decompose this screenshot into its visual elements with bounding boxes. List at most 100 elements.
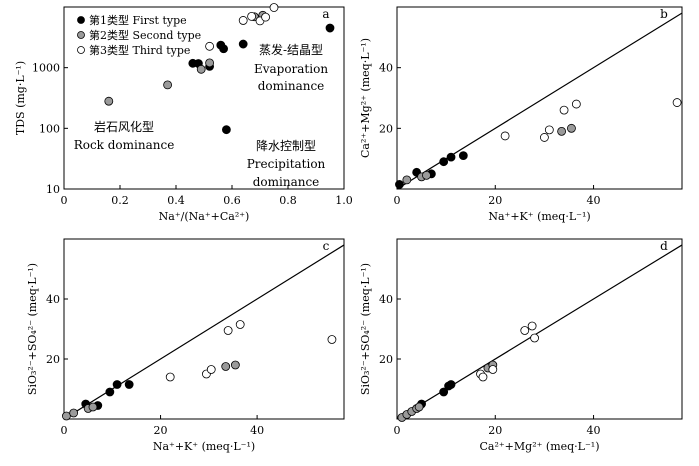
data-point-series-3 [205,41,215,51]
data-point-series-2 [402,175,412,185]
data-point-series-3 [235,320,245,329]
panel-b: b 0 20 40 20 40 Na⁺+K⁺ (meq·L⁻¹) Ca²⁺+Mg²⁺ (meq… [359,6,683,223]
x-axis-label: Na⁺+K⁺ (meq·L⁻¹) [488,210,590,223]
data-point-series-1 [458,151,468,161]
data-point-series-3 [478,372,488,382]
x-tick-label: 0.6 [223,194,241,207]
annotation-precip-cn: 降水控制型 [256,139,316,153]
annotation-evap-en: dominance [258,79,325,93]
x-tick-label: 40 [587,424,601,437]
data-point-series-1 [439,157,449,167]
data-point-series-1 [439,387,449,397]
data-point-series-3 [269,3,279,12]
panel-letter: a [322,7,329,21]
y-tick-label: 20 [379,122,393,135]
annotation-precip-en: Precipitation [247,157,326,171]
data-point-series-3 [672,98,682,107]
data-point-series-2 [163,80,173,90]
panel-letter: c [323,239,330,253]
plot-frame [396,238,683,420]
data-point-series-2 [62,411,71,421]
data-point-series-3 [527,321,537,331]
data-point-series-1 [395,180,404,189]
data-point-series-2 [414,402,424,412]
annotation-rock-cn: 岩石风化型 [94,119,154,134]
data-point-series-2 [88,402,98,412]
x-tick-label: 40 [250,424,264,437]
x-axis-label: Na⁺+K⁺ (meq·L⁻¹) [153,440,255,453]
x-tick-label: 20 [154,424,168,437]
y-tick-label: 40 [46,293,60,306]
y-tick-label: 10 [46,183,60,196]
data-point-series-3 [223,326,233,335]
y-tick-label: 40 [379,62,393,75]
data-point-series-2 [69,408,79,418]
data-point-series-3 [530,333,539,343]
x-axis-label: Ca²⁺+Mg²⁺ (meq·L⁻¹) [479,440,599,453]
x-tick-label: 20 [488,424,502,437]
data-point-series-2 [567,123,576,133]
panel-letter: b [660,7,668,21]
annotation-evap-cn: 蒸发-结晶型 [259,42,323,57]
plot-frame [63,6,345,190]
y-axis-label: SiO₃²⁻+SO₄²⁻ (meq·L⁻¹) [359,263,372,395]
x-tick-label: 0 [394,424,401,437]
data-point-series-1 [112,380,122,389]
data-point-series-2 [104,96,114,106]
legend-marker-2 [77,31,85,39]
y-tick-label: 1000 [32,62,60,75]
plot-frame [396,6,683,190]
y-axis-label: SiO₃²⁻+SO₄²⁻ (meq·L⁻¹) [26,263,39,395]
legend-entry: 第1类型 First type [89,13,187,27]
annotation-evap-en: Evaporation [254,62,328,76]
data-point-series-3 [540,133,549,142]
data-point-series-1 [325,23,335,33]
y-tick-label: 100 [39,122,60,135]
plot-frame [63,238,345,420]
data-point-series-3 [206,365,216,374]
data-point-series-1 [238,39,248,49]
data-point-series-3 [238,16,248,25]
data-point-series-2 [221,362,231,371]
data-point-series-1 [105,387,115,397]
y-tick-label: 40 [379,293,393,306]
data-point-series-2 [196,64,206,74]
data-point-series-3 [571,99,581,109]
x-tick-label: 0 [61,424,68,437]
data-point-series-2 [205,58,215,68]
data-point-series-3 [544,125,554,135]
legend-entry: 第3类型 Third type [89,43,190,57]
x-tick-label: 0.8 [279,194,297,207]
y-axis-label: Ca²⁺+Mg²⁺ (meq·L⁻¹) [359,38,372,158]
data-point-series-3 [327,335,337,344]
x-tick-label: 0 [394,194,401,207]
panel-c: c 0 20 40 20 40 Na⁺+K⁺ (meq·L⁻¹) SiO₃²⁻+SO₄²⁻ (… [26,238,345,453]
x-axis-label: Na⁺/(Na⁺+Ca²⁺) [159,210,250,223]
x-tick-label: 40 [587,194,601,207]
y-tick-label: 20 [379,353,393,366]
data-point-series-3 [500,131,510,141]
x-tick-label: 0.4 [167,194,185,207]
data-point-series-2 [422,170,431,180]
panel-d: d 0 20 40 20 40 Ca²⁺+Mg²⁺ (meq·L⁻¹) SiO₃²⁻+SO₄²… [359,238,683,453]
data-point-series-1 [446,152,456,162]
data-point-series-3 [261,12,271,22]
x-tick-label: 0.2 [111,194,129,207]
annotation-precip-en: dominance [253,175,320,189]
x-tick-label: 0 [61,194,68,207]
y-tick-label: 20 [46,353,60,366]
data-point-series-3 [520,326,530,335]
legend-entry: 第2类型 Second type [89,28,201,42]
data-point-series-3 [247,11,257,21]
data-point-series-1 [221,125,231,135]
data-point-series-3 [488,365,498,374]
data-point-series-3 [165,372,175,382]
legend-marker-3 [77,46,85,54]
x-tick-label: 20 [488,194,502,207]
legend-marker-1 [77,16,85,24]
panel-letter: d [660,239,668,253]
data-point-series-2 [230,360,240,370]
data-point-series-2 [557,126,567,136]
x-tick-label: 1.0 [335,194,353,207]
